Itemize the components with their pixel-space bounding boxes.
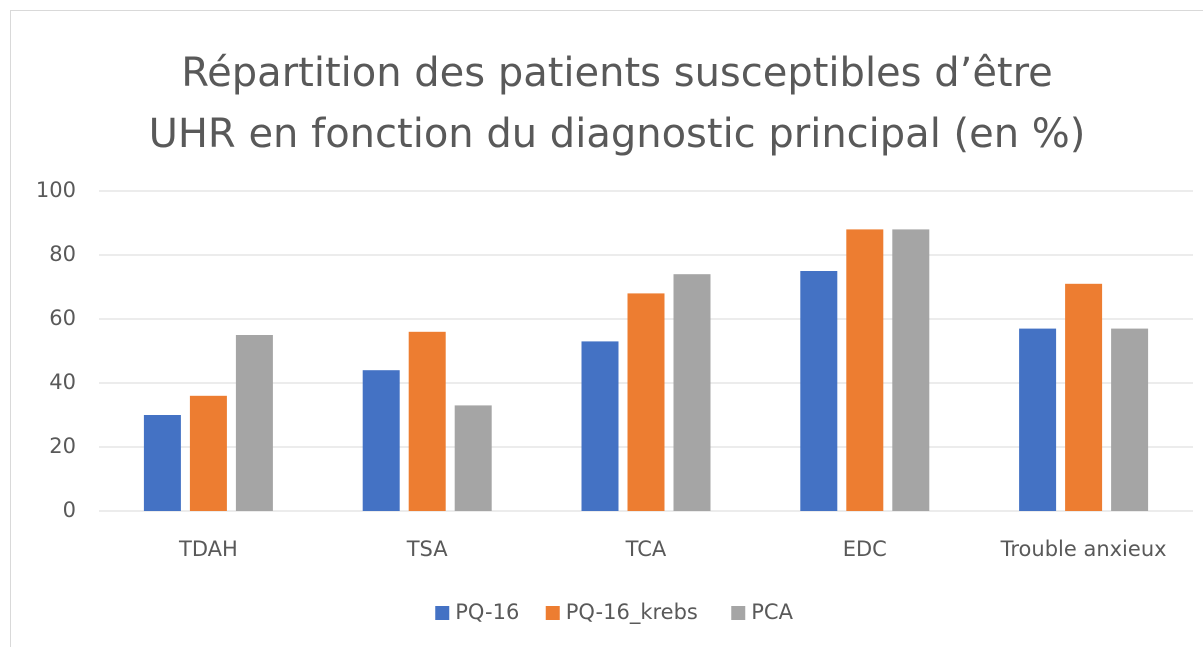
chart-border (10, 10, 1203, 647)
bar (800, 271, 838, 511)
x-tick-label: TCA (625, 537, 667, 561)
x-tick-label: TSA (406, 537, 449, 561)
bar (627, 293, 665, 511)
bar (408, 331, 446, 511)
legend-label: PQ-16 (455, 600, 519, 624)
legend-label: PCA (751, 600, 793, 624)
legend-swatch (435, 606, 450, 620)
y-tick-label: 0 (63, 498, 76, 522)
chart-title: UHR en fonction du diagnostic principal … (149, 111, 1086, 157)
bar (892, 229, 930, 511)
bar (1019, 328, 1057, 511)
y-tick-label: 100 (36, 178, 76, 202)
bar (454, 405, 492, 511)
legend-swatch (545, 606, 560, 620)
y-tick-label: 80 (49, 242, 76, 266)
bar (362, 370, 400, 511)
legend-label: PQ-16_krebs (566, 600, 698, 625)
legend-swatch (731, 606, 746, 620)
bar (581, 341, 619, 511)
y-tick-label: 40 (49, 370, 76, 394)
x-tick-label: TDAH (178, 537, 238, 561)
bar (143, 415, 181, 511)
y-tick-label: 20 (49, 434, 76, 458)
x-tick-label: Trouble anxieux (1000, 537, 1167, 561)
bar (1065, 283, 1103, 511)
x-tick-label: EDC (843, 537, 887, 561)
bar (1111, 328, 1149, 511)
y-tick-label: 60 (49, 306, 76, 330)
bar (189, 395, 227, 511)
chart-title: Répartition des patients susceptibles d’… (181, 50, 1053, 96)
bar (235, 335, 273, 511)
bar (846, 229, 884, 511)
bar (673, 274, 711, 511)
